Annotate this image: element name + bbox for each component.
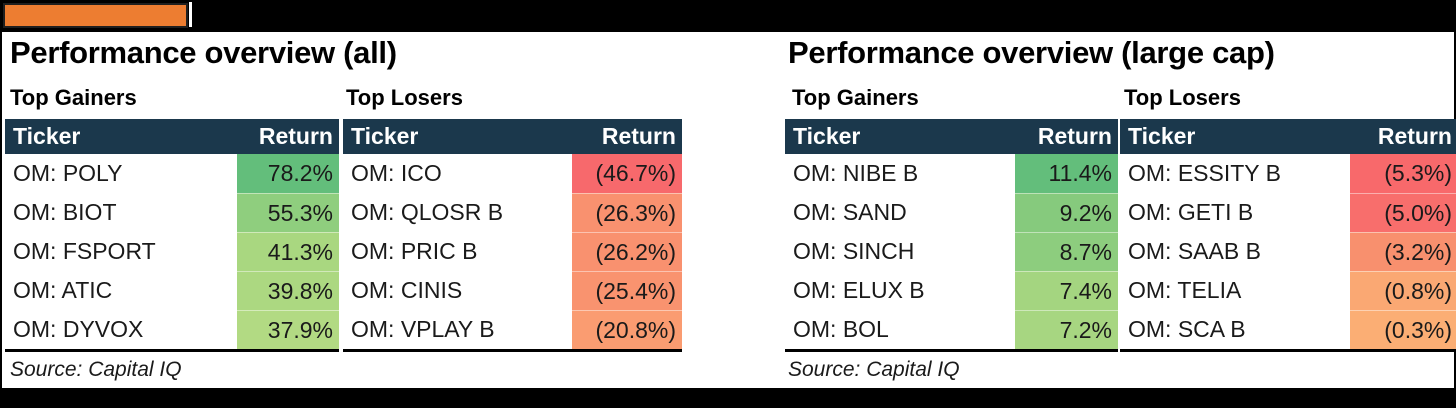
ticker-cell: OM: VPLAY B bbox=[351, 316, 495, 342]
column-header-return: Return bbox=[258, 123, 333, 149]
column-header-ticker: Ticker bbox=[1128, 123, 1196, 149]
ticker-cell: OM: ESSITY B bbox=[1128, 160, 1281, 186]
return-cell: 39.8% bbox=[237, 271, 339, 310]
table-top-gainers-large-cap: Ticker Return OM: NIBE B 11.4% OM: SAND … bbox=[785, 119, 1118, 352]
ticker-cell: OM: ELUX B bbox=[793, 277, 925, 303]
column-header-return: Return bbox=[1037, 123, 1112, 149]
column-header-return: Return bbox=[1377, 123, 1452, 149]
table-row: OM: VPLAY B (20.8%) bbox=[343, 310, 682, 349]
return-cell: (0.8%) bbox=[1350, 271, 1456, 310]
return-cell: (5.3%) bbox=[1350, 154, 1456, 193]
ticker-cell: OM: SAND bbox=[793, 199, 907, 225]
return-cell: (26.3%) bbox=[572, 193, 682, 232]
ticker-cell: OM: SAAB B bbox=[1128, 238, 1261, 264]
table-row: OM: PRIC B (26.2%) bbox=[343, 232, 682, 271]
ticker-cell: OM: BOL bbox=[793, 316, 889, 342]
return-cell: 11.4% bbox=[1015, 154, 1118, 193]
return-cell: (26.2%) bbox=[572, 232, 682, 271]
column-header-ticker: Ticker bbox=[13, 123, 81, 149]
ticker-cell: OM: NIBE B bbox=[793, 160, 919, 186]
table-row: OM: TELIA (0.8%) bbox=[1120, 271, 1456, 310]
top-black-bar bbox=[0, 0, 1456, 30]
column-header-ticker: Ticker bbox=[351, 123, 419, 149]
ticker-cell: OM: CINIS bbox=[351, 277, 463, 303]
table-top-gainers-all: Ticker Return OM: POLY 78.2% OM: BIOT 55… bbox=[5, 119, 339, 352]
ticker-cell: OM: GETI B bbox=[1128, 199, 1254, 225]
ticker-cell: OM: SINCH bbox=[793, 238, 915, 264]
logo-divider bbox=[189, 2, 192, 27]
return-cell: 7.4% bbox=[1015, 271, 1118, 310]
table-header-row: Ticker Return bbox=[343, 119, 682, 154]
table-header-row: Ticker Return bbox=[1120, 119, 1456, 154]
ticker-cell: OM: POLY bbox=[13, 160, 123, 186]
return-cell: 37.9% bbox=[237, 310, 339, 349]
table-row: OM: SCA B (0.3%) bbox=[1120, 310, 1456, 349]
subtitle-top-losers-all: Top Losers bbox=[346, 85, 463, 110]
table-row: OM: GETI B (5.0%) bbox=[1120, 193, 1456, 232]
table-row: OM: ESSITY B (5.3%) bbox=[1120, 154, 1456, 193]
table-row: OM: ICO (46.7%) bbox=[343, 154, 682, 193]
return-cell: (20.8%) bbox=[572, 310, 682, 349]
ticker-cell: OM: QLOSR B bbox=[351, 199, 504, 225]
return-cell: 7.2% bbox=[1015, 310, 1118, 349]
ticker-cell: OM: SCA B bbox=[1128, 316, 1246, 342]
return-cell: 78.2% bbox=[237, 154, 339, 193]
brand-logo-bar bbox=[3, 3, 188, 28]
content-panel: Performance overview (all) Performance o… bbox=[0, 30, 1456, 390]
table-row: OM: POLY 78.2% bbox=[5, 154, 339, 193]
column-header-ticker: Ticker bbox=[793, 123, 861, 149]
column-header-return: Return bbox=[601, 123, 676, 149]
table-row: OM: BIOT 55.3% bbox=[5, 193, 339, 232]
section-title-all: Performance overview (all) bbox=[10, 35, 397, 70]
subtitle-top-losers-large-cap: Top Losers bbox=[1124, 85, 1241, 110]
ticker-cell: OM: ATIC bbox=[13, 277, 113, 303]
table-header-row: Ticker Return bbox=[5, 119, 339, 154]
table-row: OM: ELUX B 7.4% bbox=[785, 271, 1118, 310]
return-cell: (46.7%) bbox=[572, 154, 682, 193]
return-cell: 55.3% bbox=[237, 193, 339, 232]
table-row: OM: BOL 7.2% bbox=[785, 310, 1118, 349]
table-row: OM: CINIS (25.4%) bbox=[343, 271, 682, 310]
return-cell: (0.3%) bbox=[1350, 310, 1456, 349]
table-row: OM: FSPORT 41.3% bbox=[5, 232, 339, 271]
section-title-large-cap: Performance overview (large cap) bbox=[788, 35, 1275, 70]
subtitle-top-gainers-all: Top Gainers bbox=[10, 85, 137, 110]
table-row: OM: QLOSR B (26.3%) bbox=[343, 193, 682, 232]
table-row: OM: SAAB B (3.2%) bbox=[1120, 232, 1456, 271]
ticker-cell: OM: BIOT bbox=[13, 199, 117, 225]
source-note-large-cap: Source: Capital IQ bbox=[788, 358, 960, 381]
source-note-all: Source: Capital IQ bbox=[10, 358, 182, 381]
table-row: OM: DYVOX 37.9% bbox=[5, 310, 339, 349]
table-row: OM: ATIC 39.8% bbox=[5, 271, 339, 310]
return-cell: (5.0%) bbox=[1350, 193, 1456, 232]
table-top-losers-all: Ticker Return OM: ICO (46.7%) OM: QLOSR … bbox=[343, 119, 682, 352]
ticker-cell: OM: DYVOX bbox=[13, 316, 144, 342]
ticker-cell: OM: PRIC B bbox=[351, 238, 478, 264]
ticker-cell: OM: FSPORT bbox=[13, 238, 156, 264]
return-cell: 9.2% bbox=[1015, 193, 1118, 232]
table-row: OM: SAND 9.2% bbox=[785, 193, 1118, 232]
return-cell: 8.7% bbox=[1015, 232, 1118, 271]
return-cell: (25.4%) bbox=[572, 271, 682, 310]
table-header-row: Ticker Return bbox=[785, 119, 1118, 154]
subtitle-top-gainers-large-cap: Top Gainers bbox=[792, 85, 919, 110]
return-cell: 41.3% bbox=[237, 232, 339, 271]
table-top-losers-large-cap: Ticker Return OM: ESSITY B (5.3%) OM: GE… bbox=[1120, 119, 1456, 352]
table-row: OM: SINCH 8.7% bbox=[785, 232, 1118, 271]
return-cell: (3.2%) bbox=[1350, 232, 1456, 271]
table-row: OM: NIBE B 11.4% bbox=[785, 154, 1118, 193]
ticker-cell: OM: TELIA bbox=[1128, 277, 1242, 303]
ticker-cell: OM: ICO bbox=[351, 160, 442, 186]
